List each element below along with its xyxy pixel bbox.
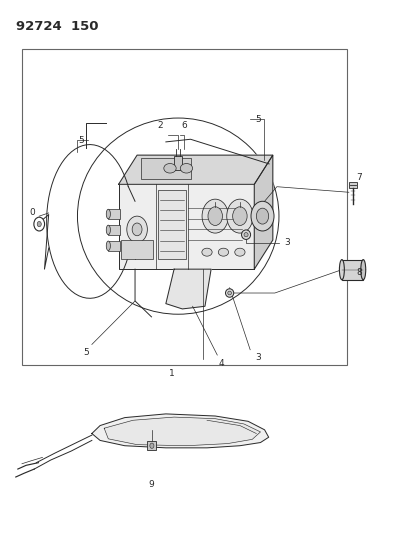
- Bar: [147, 441, 156, 450]
- Polygon shape: [118, 155, 272, 184]
- Circle shape: [202, 199, 228, 233]
- Polygon shape: [254, 155, 272, 269]
- Bar: [22, 49, 346, 365]
- Text: 0: 0: [29, 208, 35, 217]
- Text: 5: 5: [83, 348, 88, 357]
- Text: 3: 3: [255, 353, 261, 362]
- Text: 7: 7: [356, 173, 361, 182]
- Ellipse shape: [360, 260, 365, 280]
- Bar: [341, 260, 362, 280]
- Circle shape: [232, 207, 247, 225]
- Ellipse shape: [77, 118, 278, 314]
- Circle shape: [34, 217, 45, 231]
- Ellipse shape: [241, 230, 250, 239]
- Ellipse shape: [339, 260, 344, 280]
- Bar: [157, 190, 186, 259]
- Text: 2: 2: [157, 122, 162, 131]
- Bar: [108, 241, 119, 251]
- Circle shape: [250, 201, 273, 231]
- Ellipse shape: [180, 164, 192, 173]
- Polygon shape: [166, 269, 211, 309]
- Bar: [120, 240, 152, 259]
- Circle shape: [37, 221, 41, 227]
- Text: 9: 9: [148, 480, 154, 489]
- Text: 4: 4: [218, 359, 224, 367]
- Ellipse shape: [225, 289, 233, 297]
- Text: 5: 5: [78, 136, 84, 145]
- Circle shape: [256, 208, 268, 224]
- Text: 92724  150: 92724 150: [16, 20, 98, 33]
- Bar: [108, 209, 119, 219]
- Text: 6: 6: [181, 122, 187, 131]
- Ellipse shape: [164, 164, 176, 173]
- Polygon shape: [92, 414, 268, 448]
- Polygon shape: [104, 417, 260, 446]
- Text: 1: 1: [169, 369, 175, 378]
- Ellipse shape: [243, 232, 247, 237]
- Circle shape: [132, 223, 142, 236]
- Bar: [108, 225, 119, 235]
- Bar: [141, 158, 190, 179]
- Text: 3: 3: [284, 238, 290, 247]
- Ellipse shape: [106, 241, 110, 251]
- Circle shape: [150, 443, 154, 448]
- Text: 5: 5: [255, 115, 261, 124]
- Circle shape: [226, 199, 252, 233]
- Bar: [118, 184, 254, 269]
- Circle shape: [207, 207, 222, 225]
- Ellipse shape: [202, 248, 211, 256]
- Bar: [174, 157, 182, 169]
- Ellipse shape: [106, 225, 110, 235]
- Ellipse shape: [218, 248, 228, 256]
- Ellipse shape: [106, 209, 110, 219]
- Circle shape: [126, 216, 147, 243]
- Bar: [348, 182, 356, 188]
- Ellipse shape: [227, 291, 231, 295]
- Ellipse shape: [234, 248, 244, 256]
- Text: 8: 8: [356, 268, 361, 277]
